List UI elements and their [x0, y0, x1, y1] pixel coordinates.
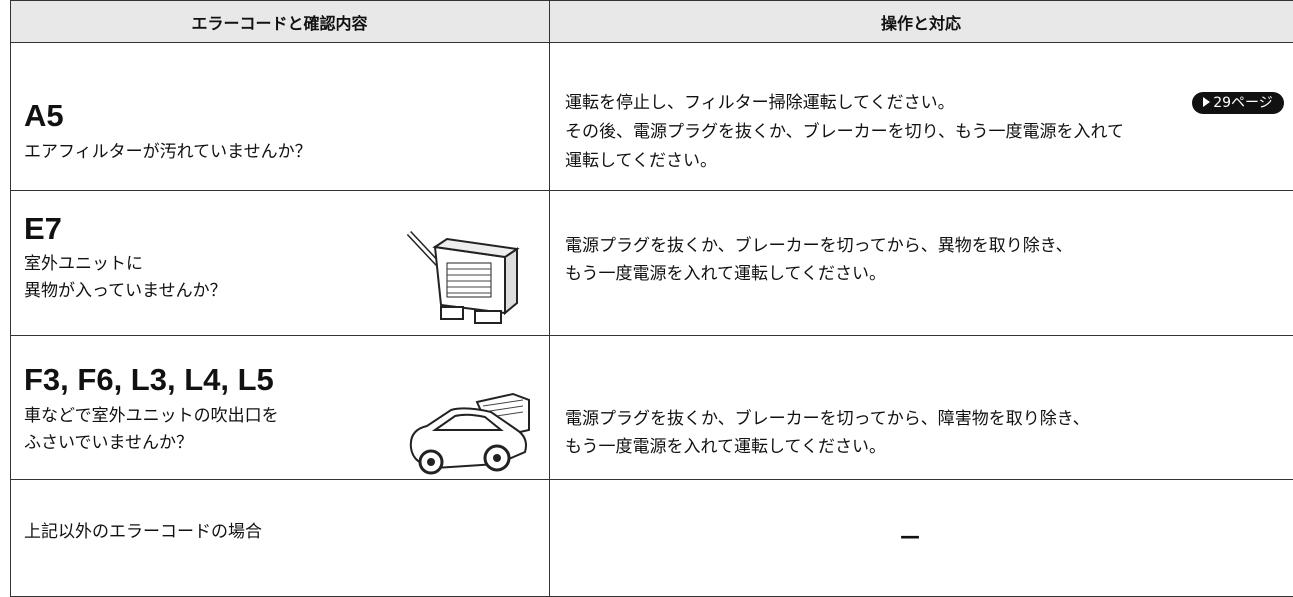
header-background [10, 0, 1293, 42]
page-reference: 29ページ [1192, 92, 1284, 114]
row-border [10, 190, 1293, 191]
column-border [549, 0, 550, 597]
column-header: エラーコードと確認内容 [191, 14, 368, 33]
error-code: A5 [24, 98, 64, 133]
error-code: F3, F6, L3, L4, L5 [24, 362, 274, 397]
check-text: ふさいでいませんか？ [24, 433, 193, 453]
row-border [10, 335, 1293, 336]
check-text: 室外ユニットに [24, 254, 143, 274]
row-border [10, 479, 1293, 480]
action-text: もう一度電源を入れて運転してください。 [565, 437, 886, 457]
action-text: 運転してください。 [565, 151, 717, 171]
error-code: E7 [24, 211, 62, 246]
action-text: 電源プラグを抜くか、ブレーカーを切ってから、異物を取り除き、 [565, 236, 1073, 256]
column-border [10, 0, 11, 597]
row-border [10, 42, 1293, 43]
page-reference-text: 29ページ [1213, 95, 1273, 111]
row-border [10, 0, 1293, 1]
action-text: 電源プラグを抜くか、ブレーカーを切ってから、障害物を取り除き、 [565, 409, 1090, 429]
check-text: 上記以外のエラーコードの場合 [24, 522, 262, 542]
outdoor-unit-illustration [406, 230, 520, 324]
action-text: 運転を停止し、フィルター掃除運転してください。 [565, 93, 955, 113]
column-header: 操作と対応 [880, 14, 961, 33]
action-text: もう一度電源を入れて運転してください。 [565, 264, 886, 284]
check-text: 異物が入っていませんか？ [24, 281, 227, 301]
action-text: — [900, 524, 920, 548]
check-text: 車などで室外ユニットの吹出口を [24, 406, 279, 426]
car-illustration [409, 392, 530, 475]
action-text: その後、電源プラグを抜くか、ブレーカーを切り、もう一度電源を入れて [565, 122, 1124, 142]
check-text: エアフィルターが汚れていませんか？ [24, 142, 312, 162]
